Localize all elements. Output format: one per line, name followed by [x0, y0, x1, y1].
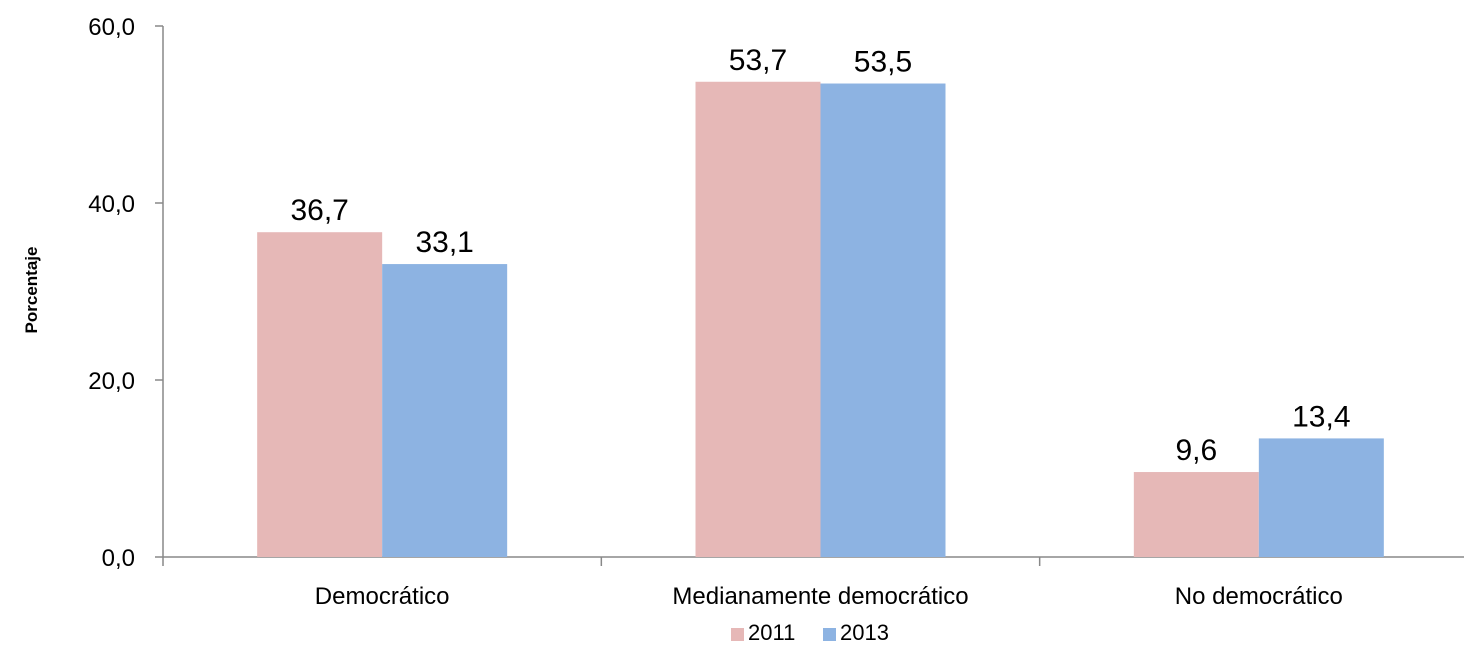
category-label: No democrático	[1175, 583, 1343, 610]
data-label: 13,4	[1292, 400, 1350, 433]
bar-2013-2	[1258, 438, 1384, 557]
y-tick-label: 0,0	[102, 545, 135, 572]
data-label: 33,1	[415, 226, 473, 259]
bar-2013-0	[382, 264, 508, 557]
data-labels: 36,7 33,1 53,7 53,5 9,6 13,4	[290, 44, 1350, 467]
y-tick-label: 60,0	[88, 14, 135, 41]
legend: 2011 2013	[731, 620, 889, 645]
x-ticks	[162, 557, 1041, 566]
bar-2011-2	[1133, 472, 1259, 557]
y-axis-label: Porcentaje	[22, 247, 41, 334]
legend-label: 2011	[748, 620, 795, 645]
data-label: 9,6	[1175, 434, 1217, 467]
bar-2011-1	[695, 81, 821, 557]
category-label: Democrático	[315, 583, 450, 610]
bars	[257, 81, 1384, 558]
data-label: 36,7	[290, 194, 348, 227]
y-tick-label: 20,0	[88, 368, 135, 395]
y-ticks: 0,0 20,0 40,0 60,0	[88, 14, 163, 572]
bar-2011-0	[257, 232, 383, 557]
category-label: Medianamente democrático	[672, 583, 968, 610]
category-labels: Democrático Medianamente democrático No de…	[315, 583, 1343, 610]
bar-2013-1	[820, 83, 946, 558]
legend-swatch-2011	[731, 628, 744, 641]
data-label: 53,5	[854, 46, 912, 79]
data-label: 53,7	[729, 44, 787, 77]
y-tick-label: 40,0	[88, 191, 135, 218]
legend-label: 2013	[840, 620, 889, 645]
legend-swatch-2013	[823, 628, 836, 641]
